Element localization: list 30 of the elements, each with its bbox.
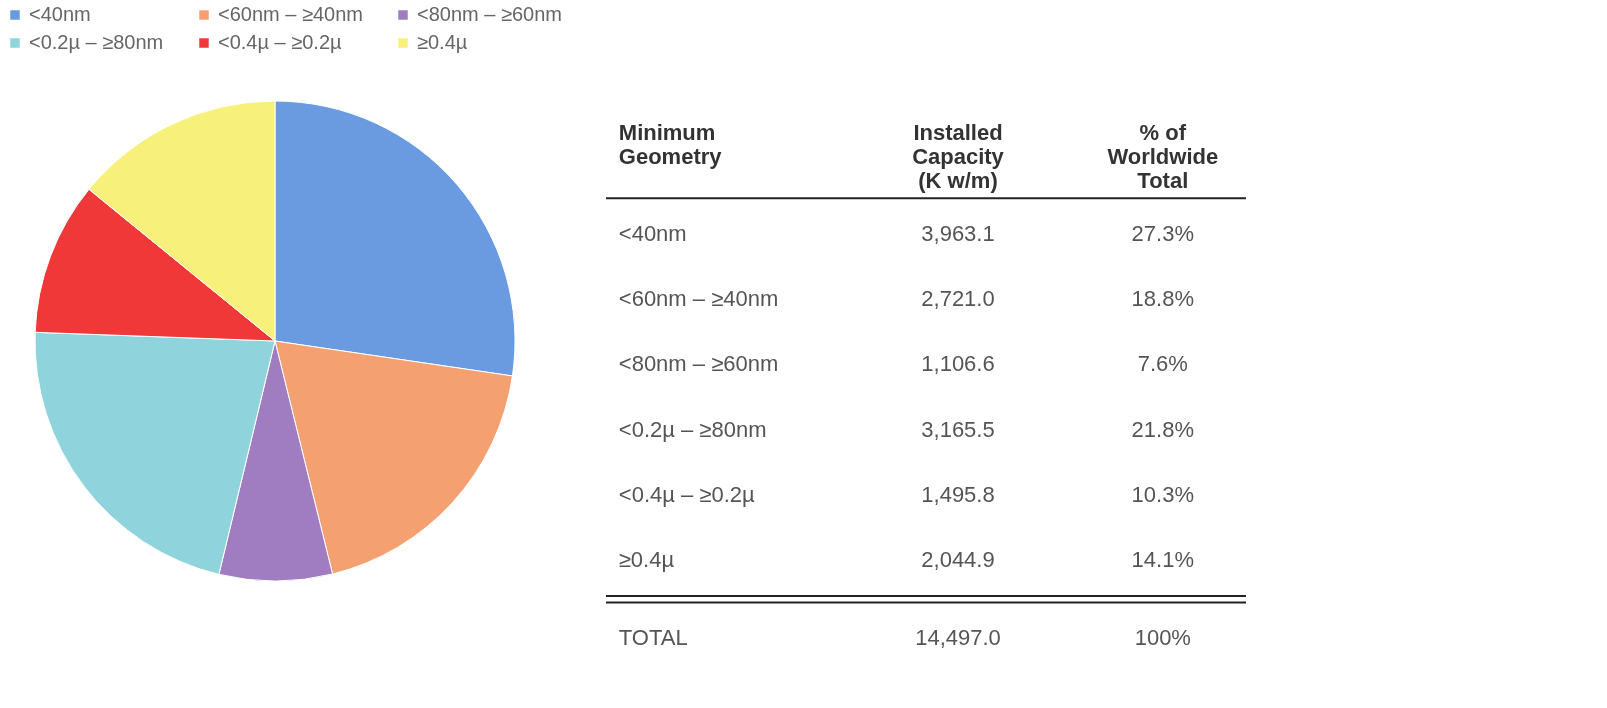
category-label: <0.4µ – ≥0.2µ: [618, 481, 755, 507]
text: 14,497.0: [915, 625, 1001, 651]
text: 1,495.8: [921, 481, 995, 507]
text: 21.8%: [1131, 416, 1194, 442]
text: 100%: [1134, 625, 1191, 651]
text: 1,106.6: [921, 351, 995, 377]
legend-label: <80nm – ≥60nm: [417, 3, 562, 25]
slice-label: <40nm: [618, 221, 687, 247]
legend-label: <0.2µ – ≥80nm: [29, 31, 164, 53]
text: 7.6%: [1137, 351, 1188, 377]
legend-label: ≥0.4µ: [417, 31, 468, 53]
legend-label: <60nm – ≥40nm: [218, 3, 363, 25]
text: 10.3%: [1131, 481, 1194, 507]
text: % of Worldwide Total: [1107, 119, 1219, 193]
text: 27.3%: [1131, 221, 1194, 247]
text: 2,044.9: [921, 547, 995, 573]
category-label: <60nm – ≥40nm: [618, 286, 779, 312]
text: 3,165.5: [921, 416, 995, 442]
text: 14.1%: [1131, 547, 1194, 573]
category-label: <80nm – ≥60nm: [618, 351, 779, 377]
category-label: <0.2µ – ≥80nm: [618, 416, 767, 442]
legend-label: <0.4µ – ≥0.2µ: [218, 31, 343, 53]
text: 3,963.1: [921, 221, 995, 247]
text: TOTAL: [618, 625, 688, 651]
text: Minimum Geometry: [618, 119, 723, 169]
text: Installed Capacity (K w/m): [912, 119, 1005, 193]
category-label: ≥0.4µ: [618, 547, 675, 573]
legend-label: <40nm: [29, 3, 91, 25]
text: 2,721.0: [921, 286, 995, 312]
text: 18.8%: [1131, 286, 1194, 312]
